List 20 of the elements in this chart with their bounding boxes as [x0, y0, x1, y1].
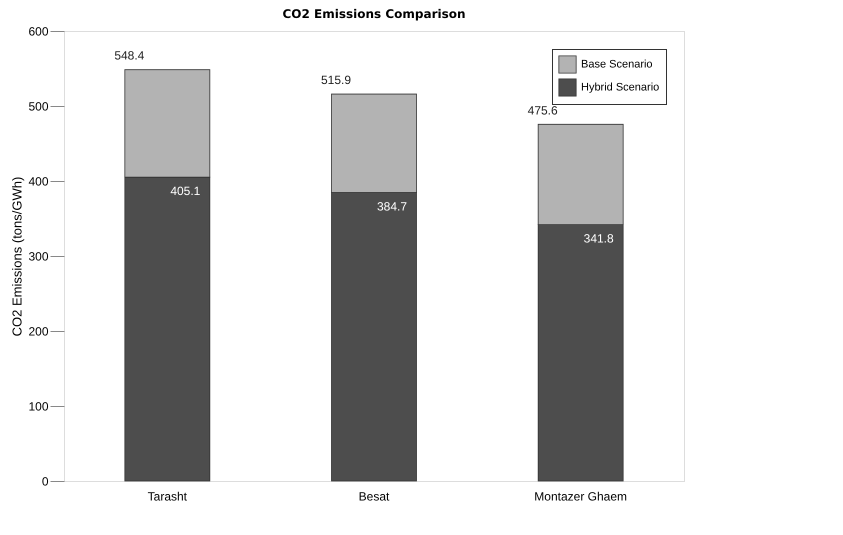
y-tick-label: 600 [28, 24, 49, 38]
y-tick-label: 100 [28, 400, 49, 414]
total-label: 515.9 [320, 73, 352, 88]
x-tick-label: Besat [358, 490, 390, 504]
y-tick-label: 300 [28, 250, 49, 264]
data-label: 405.1 [170, 184, 201, 198]
total-label: 548.4 [114, 48, 145, 63]
y-tick-label: 400 [28, 174, 49, 188]
legend-label: Base Scenario [581, 58, 653, 70]
y-tick-label: 200 [28, 324, 49, 338]
y-axis-title: CO2 Emissions (tons/GWh) [9, 176, 24, 336]
chart-title: CO2 Emissions Comparison [282, 7, 466, 21]
x-tick-label: Tarasht [148, 490, 188, 504]
total-label: 475.6 [528, 103, 558, 118]
y-tick-label: 500 [28, 100, 49, 114]
y-tick-label: 0 [42, 474, 49, 488]
legend-label: Hybrid Scenario [581, 82, 660, 94]
data-label: 384.7 [376, 199, 408, 214]
x-tick-label: Montazer Ghaem [534, 490, 628, 504]
data-label: 341.8 [584, 232, 614, 246]
